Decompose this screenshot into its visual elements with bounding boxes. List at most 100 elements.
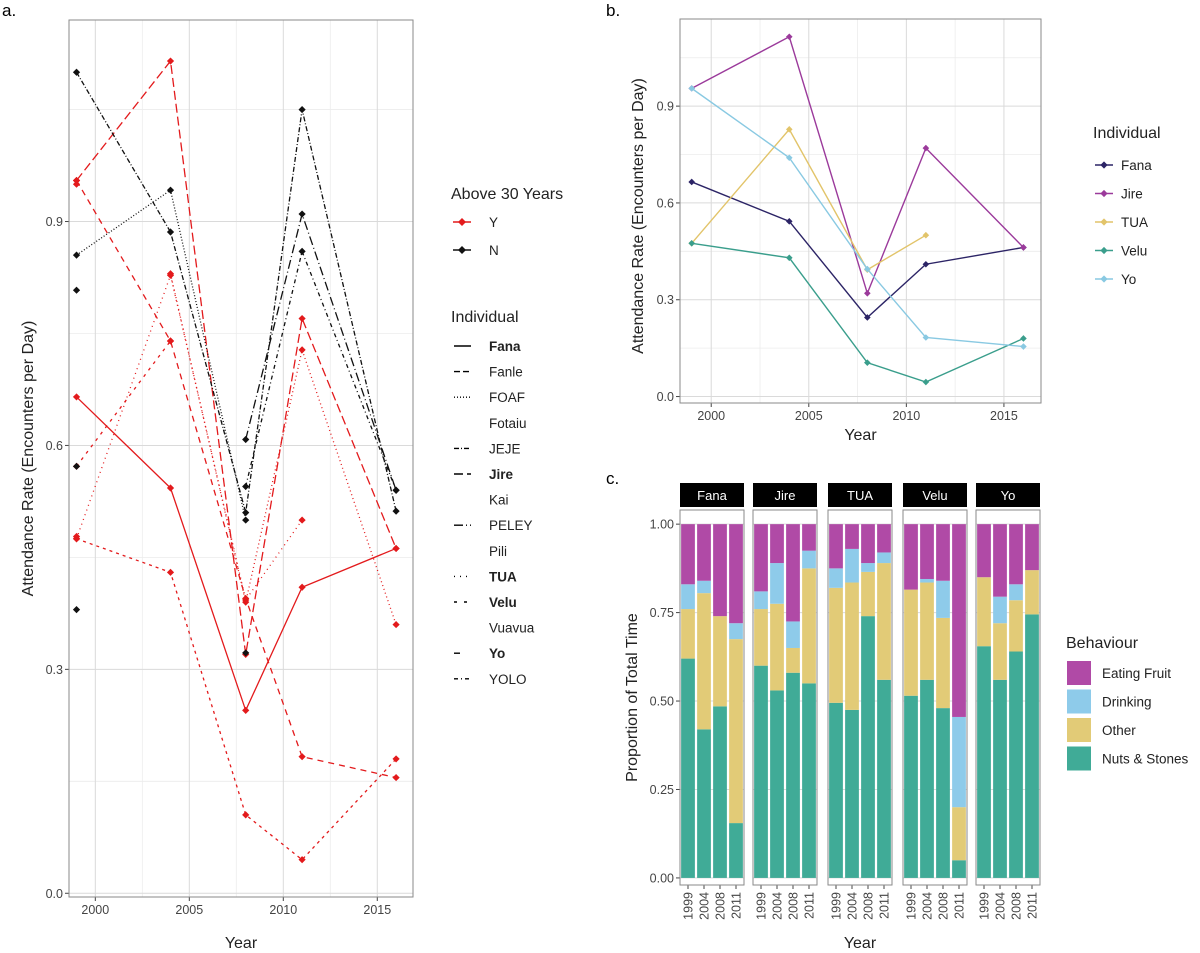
a-point-jire (298, 314, 306, 323)
c-bar-velu-2004-nuts_stones (920, 679, 934, 878)
c-legend-other: Other (1102, 723, 1136, 738)
c-facet-strip (680, 483, 744, 507)
b-point-velu (1020, 335, 1027, 342)
a-legend-individual-peley: PELEY (489, 518, 533, 533)
b-legend-tua: TUA (1121, 215, 1148, 230)
c-bar-jire-2008-eating_fruit (786, 524, 800, 622)
c-facet-velu: Velu 1999 2004 2008 2011 (902, 483, 968, 920)
a-y-tick-label: 0.0 (46, 887, 63, 901)
a-legend-above30-title: Above 30 Years (451, 186, 563, 203)
c-bar-yo-2011-other (1025, 570, 1039, 615)
b-point-jire (1020, 244, 1027, 251)
c-bar-jire-1999-other (754, 609, 768, 666)
c-bar-yo-2004-other (993, 623, 1007, 680)
c-facet-fana: Fana 1999 2004 2008 2011 (679, 483, 745, 920)
c-bar-jire-2004-eating_fruit (770, 524, 784, 564)
c-bar-jire-2011-nuts_stones (802, 683, 816, 878)
c-bar-tua-1999-nuts_stones (829, 702, 843, 878)
c-bar-velu-2004-eating_fruit (920, 524, 934, 579)
a-point-pili (242, 649, 250, 657)
a-point-fana (166, 484, 175, 492)
b-point-yo (864, 265, 871, 273)
c-bar-yo-2011-eating_fruit (1025, 524, 1039, 571)
a-point-foaf (166, 186, 175, 194)
c-x-tick-label: 1999 (905, 892, 919, 920)
c-x-tick-label: 2008 (1010, 892, 1024, 920)
b-legend-yo: Yo (1121, 272, 1136, 287)
c-bar-velu-2008-drinking (936, 580, 950, 618)
c-x-tick-label: 1999 (682, 892, 696, 920)
c-x-tick-label: 2011 (878, 892, 892, 919)
b-legend-jire: Jire (1121, 187, 1143, 202)
b-point-tua (922, 231, 930, 239)
a-point-fana (242, 706, 250, 715)
a-series-line-fanle-y (75, 340, 172, 467)
c-facet-border (975, 509, 1041, 886)
c-facet-tua: TUA 1999 2004 2008 2011 (827, 483, 893, 920)
panel-c-label: c. (606, 469, 619, 488)
c-bar-tua-2004-drinking (845, 548, 859, 583)
c-bar-jire-2008-other (786, 647, 800, 673)
b-x-tick-label: 2015 (990, 409, 1018, 423)
c-x-tick-label: 1999 (978, 892, 992, 920)
c-x-tick-label: 2004 (921, 892, 935, 920)
b-legend-title: Individual (1093, 125, 1161, 142)
c-y-tick-label: 0.00 (650, 871, 674, 885)
c-legend-key-drinking (1067, 689, 1091, 714)
c-bar-tua-2011-eating_fruit (877, 524, 891, 553)
c-x-tick-label: 2008 (862, 892, 876, 920)
c-bar-fana-2004-eating_fruit (697, 524, 711, 581)
b-point-velu (922, 378, 930, 386)
a-point-jire (392, 544, 400, 553)
a-legend-individual-title: Individual (451, 309, 519, 326)
b-y-tick-label: 0.3 (657, 293, 674, 307)
a-legend-individual-kai: Kai (489, 493, 509, 508)
c-facet-border (752, 509, 818, 886)
a-point-foaf (166, 270, 175, 278)
a-point-foaf (242, 516, 250, 524)
c-legend-nuts_stones: Nuts & Stones (1102, 752, 1189, 767)
a-point-peley (298, 210, 306, 218)
a-point-kai (72, 180, 81, 188)
a-point-yo (392, 773, 400, 782)
c-bar-yo-2004-eating_fruit (993, 524, 1007, 597)
b-legend-key-yo-marker (1100, 275, 1108, 283)
a-point-kai (72, 532, 81, 541)
c-legend-key-nuts_stones (1067, 746, 1091, 771)
a-point-yo (298, 753, 306, 761)
a-legend-individual-foaf: FOAF (489, 390, 525, 405)
a-legend-individual-fana: Fana (489, 339, 521, 354)
c-bar-fana-2004-other (697, 593, 711, 730)
c-bar-velu-2011-nuts_stones (952, 860, 966, 878)
c-bar-velu-1999-eating_fruit (904, 524, 918, 590)
c-bar-yo-2008-drinking (1009, 584, 1023, 601)
c-y-tick-label: 1.00 (650, 518, 674, 532)
a-x-tick-label: 2005 (175, 903, 203, 917)
a-point-fana (298, 583, 306, 591)
a-point-jire (166, 57, 175, 65)
a-y-tick-label: 0.3 (46, 663, 63, 677)
b-legend-key-tua-marker (1100, 218, 1108, 226)
c-x-axis-title: Year (844, 935, 877, 952)
c-y-axis-title: Proportion of Total Time (624, 613, 641, 782)
c-legend-eating_fruit: Eating Fruit (1102, 666, 1171, 681)
c-bar-yo-1999-eating_fruit (977, 524, 991, 578)
c-bar-velu-2008-eating_fruit (936, 524, 950, 581)
b-plot-area (680, 19, 1041, 403)
a-legend-key-y-marker (458, 218, 466, 226)
a-y-tick-label: 0.9 (46, 215, 63, 229)
panel-a-attendance-by-individual: 0.0 0.3 0.6 0.9 2000 2005 2010 2015 Year Attendan… (20, 19, 563, 952)
a-point-yo (242, 594, 250, 603)
c-bar-tua-2004-eating_fruit (845, 524, 859, 549)
c-bar-tua-2008-other (861, 571, 875, 617)
c-bar-jire-2011-eating_fruit (802, 524, 816, 551)
a-point-fanle (166, 337, 175, 345)
c-facet-strip (828, 483, 892, 507)
panel-b-attendance-focal-individuals: 0.0 0.3 0.6 0.9 2000 2005 2010 2015 Year Attendan… (630, 18, 1161, 444)
c-facet-strip-label-velu: Velu (922, 488, 947, 503)
b-y-axis-title: Attendance Rate (Encounters per Day) (630, 78, 647, 354)
a-x-tick-label: 2000 (81, 903, 109, 917)
c-bar-yo-2004-nuts_stones (993, 679, 1007, 878)
c-bar-yo-2011-nuts_stones (1025, 614, 1039, 878)
